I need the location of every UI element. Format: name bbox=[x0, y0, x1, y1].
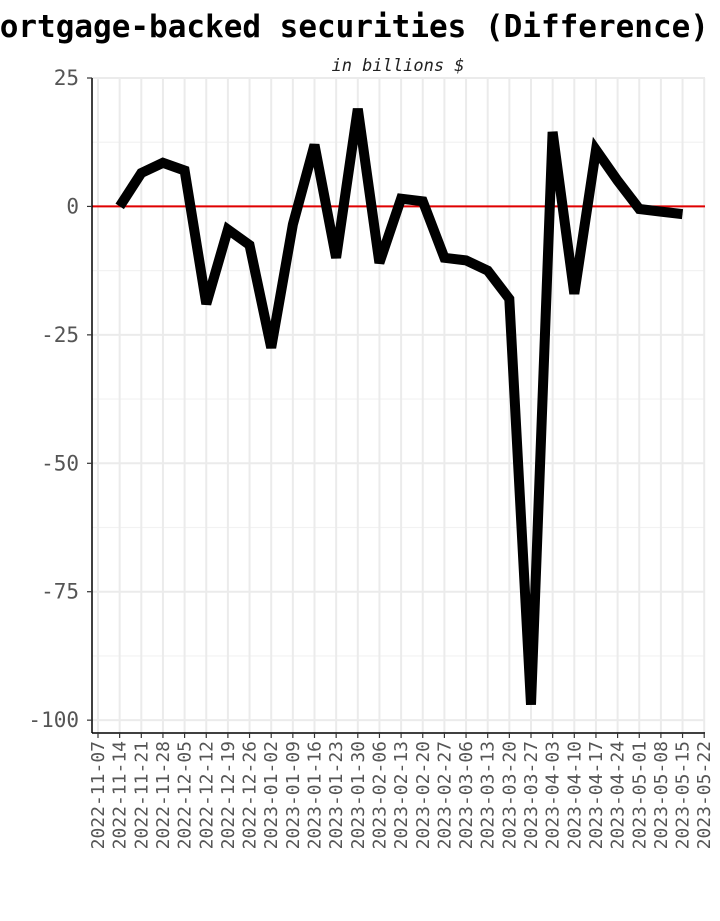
x-tick-label: 2023-05-01 bbox=[629, 741, 650, 849]
chart-title-group: Mortgage-backed securities (Difference) … bbox=[0, 9, 709, 76]
x-tick-label: 2023-02-13 bbox=[391, 741, 412, 849]
x-tick-label: 2022-11-28 bbox=[153, 741, 174, 849]
x-tick-label: 2022-11-14 bbox=[110, 741, 131, 849]
x-tick-label: 2022-12-26 bbox=[240, 741, 261, 849]
x-tick-label: 2023-01-16 bbox=[305, 741, 326, 849]
y-tick-label: -100 bbox=[28, 708, 79, 732]
x-tick-label: 2023-01-23 bbox=[326, 741, 347, 849]
x-tick-label: 2022-11-07 bbox=[88, 741, 109, 849]
y-tick-label: -25 bbox=[41, 323, 79, 347]
x-tick-label: 2023-05-08 bbox=[651, 741, 672, 849]
x-tick-label: 2023-01-30 bbox=[348, 741, 369, 849]
x-tick-label: 2023-04-17 bbox=[586, 741, 607, 849]
x-tick-label: 2023-02-27 bbox=[434, 741, 455, 849]
x-tick-label: 2023-03-13 bbox=[478, 741, 499, 849]
y-tick-label: -75 bbox=[41, 580, 79, 604]
x-tick-label: 2023-05-22 bbox=[694, 741, 715, 849]
x-tick-label: 2022-12-19 bbox=[218, 741, 239, 849]
x-tick-label: 2023-02-20 bbox=[413, 741, 434, 849]
x-tick-label: 2023-02-06 bbox=[369, 741, 390, 849]
x-tick-label: 2023-03-27 bbox=[521, 741, 542, 849]
series-layer bbox=[115, 108, 684, 705]
y-tick-label: 25 bbox=[54, 66, 79, 90]
x-tick-label: 2023-01-09 bbox=[283, 741, 304, 849]
x-tick-label: 2023-05-15 bbox=[673, 741, 694, 849]
x-tick-label: 2023-04-03 bbox=[543, 741, 564, 849]
y-axis-tick-labels: 25 0 -25 -50 -75 -100 bbox=[28, 66, 92, 732]
x-tick-label: 2023-03-06 bbox=[456, 741, 477, 849]
x-axis-tick-labels: 2022-11-07 2022-11-14 2022-11-21 2022-11-28… bbox=[88, 733, 715, 849]
grid bbox=[92, 77, 706, 733]
x-tick-label: 2023-01-02 bbox=[261, 741, 282, 849]
x-tick-label: 2022-12-12 bbox=[196, 741, 217, 849]
x-tick-label: 2023-04-10 bbox=[564, 741, 585, 849]
x-tick-label: 2023-03-20 bbox=[499, 741, 520, 849]
axes bbox=[91, 78, 705, 734]
x-tick-label: 2022-11-21 bbox=[131, 741, 152, 849]
chart-title: Mortgage-backed securities (Difference) bbox=[0, 9, 709, 45]
x-tick-label: 2023-04-24 bbox=[608, 741, 629, 849]
y-tick-label: 0 bbox=[66, 194, 79, 218]
chart-subtitle: in billions $ bbox=[331, 56, 464, 76]
y-tick-label: -50 bbox=[41, 451, 79, 475]
x-tick-label: 2022-12-05 bbox=[175, 741, 196, 849]
